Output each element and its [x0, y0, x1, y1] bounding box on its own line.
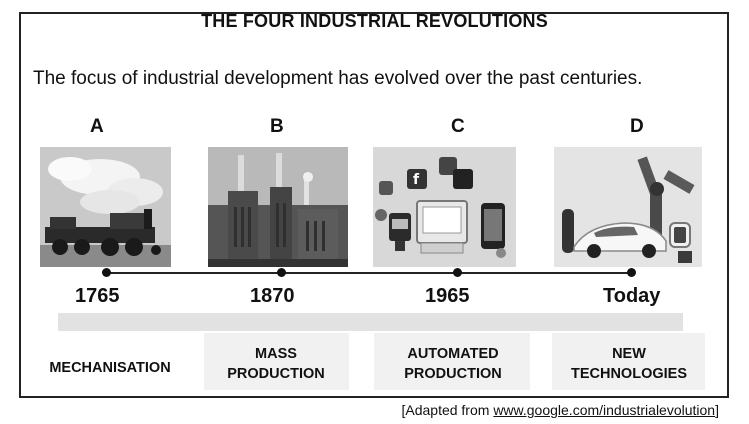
steam-locomotive-image — [40, 147, 171, 267]
stage-automated-production: AUTOMATED PRODUCTION — [404, 346, 502, 382]
year-today: Today — [603, 285, 661, 307]
source-citation: [Adapted from www.google.com/industriale… — [401, 402, 719, 418]
stage-new-technologies: NEW TECHNOLOGIES — [570, 346, 687, 382]
year-1965: 1965 — [425, 285, 470, 307]
stage-mass-production: MASS PRODUCTION — [227, 346, 325, 382]
letter-b: B — [270, 116, 284, 137]
year-1870: 1870 — [250, 285, 295, 307]
timeline-dot-1765 — [102, 268, 111, 277]
diagram-subtitle: The focus of industrial development has … — [33, 68, 643, 89]
stage-b-box — [204, 333, 349, 390]
computer-and-social-media-image: f — [373, 147, 516, 267]
source-prefix: [Adapted from — [401, 402, 494, 418]
timeline-line — [106, 272, 634, 274]
timeline-dot-1965 — [453, 268, 462, 277]
stage-d-box — [552, 333, 705, 390]
letter-d: D — [630, 116, 644, 137]
diagram-title: THE FOUR INDUSTRIAL REVOLUTIONS — [201, 11, 548, 31]
stage-mechanisation: MECHANISATION — [49, 360, 171, 376]
timeline-dot-today — [627, 268, 636, 277]
timeline-dot-1870 — [277, 268, 286, 277]
source-suffix: ] — [715, 402, 719, 418]
robot-arm-and-car-image — [554, 147, 702, 267]
source-link[interactable]: www.google.com/industrialevolution — [493, 402, 716, 418]
letter-c: C — [451, 116, 465, 137]
svg-text:f: f — [413, 172, 420, 188]
shaded-band — [58, 313, 683, 331]
stage-c-box — [374, 333, 530, 390]
year-1765: 1765 — [75, 285, 120, 307]
factory-chimneys-image — [208, 147, 348, 267]
letter-a: A — [90, 116, 104, 137]
